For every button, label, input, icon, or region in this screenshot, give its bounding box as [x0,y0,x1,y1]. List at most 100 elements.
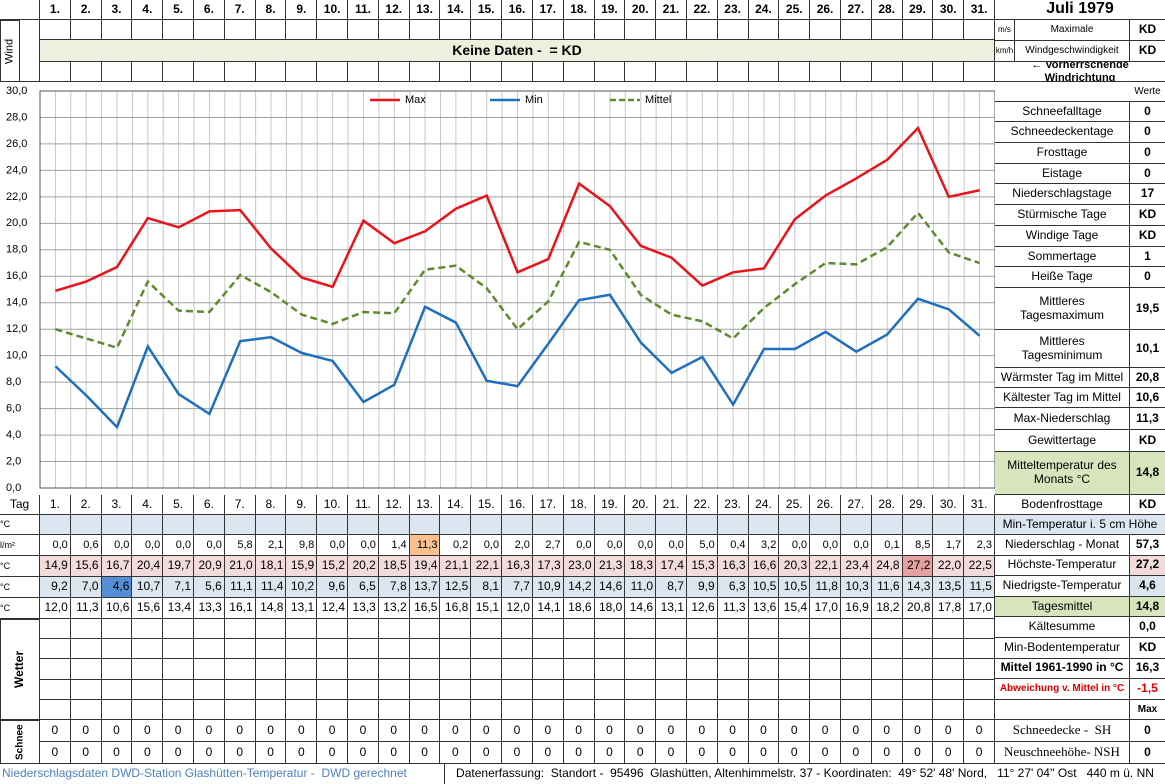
temp-cell: 12,0 [40,598,71,619]
precip-cell: 2,1 [255,535,287,556]
weather-cell [471,639,503,660]
snow-cell: 0 [563,742,595,764]
temp-cell: 13,1 [286,598,318,619]
temp-cell: 20,3 [779,556,811,577]
wind-cell [471,20,503,40]
ground-temp-cell [40,515,71,535]
day-header: 9. [286,0,318,20]
ground-temp-cell [440,515,472,535]
summary-label: Höchste-Temperatur [995,555,1130,577]
y-tick-label: 4,0 [6,429,21,441]
weather-cell [840,639,872,660]
corner-cell [0,0,40,20]
ground-temp-cell [902,515,934,535]
y-tick-label: 24,0 [6,164,27,176]
day-header: 30. [933,0,965,20]
precip-cell: 0,0 [163,535,195,556]
snow-label: Schnee [0,720,40,764]
stat-value: 10,6 [1130,388,1165,408]
snow-cell: 0 [378,742,410,764]
temp-cell: 15,4 [779,598,811,619]
wind-cell [101,20,133,40]
weather-cell [717,619,749,640]
weather-cell [286,659,318,680]
weather-cell [224,659,256,680]
summary-label: Abweichung v. Mittel in °C [995,679,1130,700]
day-label: 29. [902,495,934,515]
series-line [55,210,981,350]
wind-cell [779,62,811,82]
wind-cell [348,20,379,40]
temp-cell: 22,5 [964,556,995,577]
temp-cell: 13,4 [163,598,195,619]
precip-cell: 0,0 [563,535,595,556]
weather-cell [779,619,811,640]
day-header: 2. [70,0,102,20]
wind-cell [686,62,718,82]
weather-cell [101,619,133,640]
weather-cell [933,639,965,660]
weather-cell [933,619,965,640]
snow-cell: 0 [594,720,626,742]
stat-value: 0 [1130,164,1165,184]
summary-value: 27,2 [1130,555,1165,577]
row-unit: °C [0,515,40,535]
snow-summary-value: 0 [1130,720,1165,742]
snow-cell: 0 [255,720,287,742]
precip-cell: 0,0 [132,535,164,556]
y-tick-label: 28,0 [6,111,27,123]
stat-label: Schneefalltage [995,102,1130,122]
precip-cell: 0,2 [440,535,472,556]
weather-cell [255,679,287,700]
precip-cell: 0,1 [871,535,903,556]
weather-cell [101,659,133,680]
day-label: 3. [101,495,133,515]
temp-cell: 10,7 [132,577,164,598]
weather-cell [532,639,564,660]
temp-cell: 11,5 [964,577,995,598]
y-tick-label: 0,0 [6,482,21,494]
temp-cell: 22,0 [933,556,965,577]
temp-cell: 15,2 [317,556,349,577]
day-header: 29. [902,0,934,20]
temp-cell: 15,3 [686,556,718,577]
weather-cell [40,639,71,660]
day-label: 19. [594,495,626,515]
precip-cell: 2,7 [532,535,564,556]
temp-cell: 14,8 [255,598,287,619]
stat-label: Bodenfrosttage [995,495,1130,515]
weather-cell [70,699,102,720]
ground-temp-cell [286,515,318,535]
stat-value: 0 [1130,122,1165,143]
weather-cell [902,619,934,640]
day-header: 21. [656,0,687,20]
weather-cell [163,619,195,640]
temp-cell: 24,8 [871,556,903,577]
weather-cell [717,679,749,700]
snow-cell: 0 [656,720,687,742]
temp-cell: 7,0 [70,577,102,598]
weather-cell [902,659,934,680]
weather-cell [902,679,934,700]
day-label: 24. [748,495,780,515]
wind-cell [717,20,749,40]
wind-cell [625,62,657,82]
ground-temp-cell [502,515,533,535]
temp-cell: 13,5 [933,577,965,598]
weather-cell [625,699,657,720]
snow-cell: 0 [40,720,71,742]
weather-cell [933,699,965,720]
wind-cell [163,20,195,40]
day-header: 6. [194,0,225,20]
ground-temp-cell [779,515,811,535]
weather-cell [194,699,225,720]
weather-cell [378,639,410,660]
ground-temp-cell [348,515,379,535]
y-tick-label: 30,0 [6,85,27,97]
wind-cell [594,20,626,40]
temp-cell: 8,1 [471,577,503,598]
weather-cell [348,639,379,660]
ground-temp-cell [532,515,564,535]
stat-label: Eistage [995,164,1130,184]
weather-cell [840,699,872,720]
